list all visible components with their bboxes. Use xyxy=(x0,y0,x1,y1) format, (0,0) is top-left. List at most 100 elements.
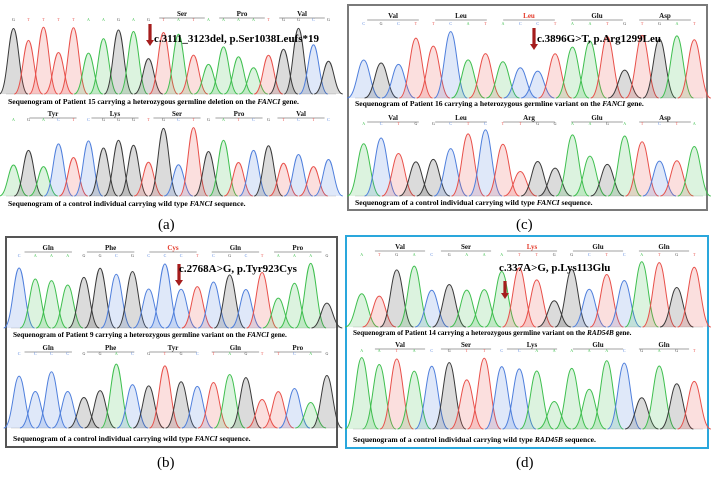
panel-b: Gln Phe Cys Gln Pro C A A A G G C G C C C T C G C T A A A G c.2… xyxy=(3,236,343,448)
base-call-letter: T xyxy=(536,252,539,257)
base-call-letter: A xyxy=(571,21,574,26)
panel-a-caption-top: Sequenogram of Patient 15 carrying a het… xyxy=(8,97,299,106)
base-call-letter: C xyxy=(115,253,118,258)
base-call-letter: G xyxy=(658,21,661,26)
base-call-letter: T xyxy=(237,117,240,122)
chromatogram-peak xyxy=(397,370,432,430)
base-call-letter: A xyxy=(66,253,69,258)
base-call-letter: T xyxy=(261,253,264,258)
base-call-letter: T xyxy=(164,351,167,356)
base-call-letter: T xyxy=(415,21,418,26)
codon-label: Phe xyxy=(105,244,116,252)
base-call-letter: A xyxy=(42,117,45,122)
chromatogram-peak xyxy=(449,289,484,328)
arrow-head xyxy=(530,44,538,50)
base-call-letter: T xyxy=(519,121,522,126)
chromatogram-peak xyxy=(433,31,468,99)
chromatogram-peak xyxy=(35,371,68,429)
panel-b-caption-bottom: Sequenogram of a control individual carr… xyxy=(13,434,251,443)
chromatogram-peak xyxy=(572,288,607,328)
chromatogram-peak xyxy=(224,162,253,197)
chromatogram-peak xyxy=(19,391,51,429)
panel-b-label: (b) xyxy=(157,455,175,471)
base-call-letter: G xyxy=(207,117,210,122)
chromatogram-peak xyxy=(677,380,712,430)
panel-a-mutation-label: c.3111_3123del, p.Ser1038Leufs*19 xyxy=(154,33,320,45)
panel-c-svg: Val Leu Leu Glu Asp C G C T T C A T A C C T A A T G T G A T c.3… xyxy=(346,12,712,207)
chromatogram-peak xyxy=(677,39,712,99)
codon-label: Lys xyxy=(527,341,538,349)
base-call-letter: T xyxy=(261,351,264,356)
base-call-letter: T xyxy=(396,348,399,353)
chromatogram-peak xyxy=(181,286,213,329)
panel-d-caption-top: Sequenogram of Patient 14 carrying a het… xyxy=(353,329,632,337)
panel-d-label: (d) xyxy=(516,455,534,471)
base-call-letter: T xyxy=(484,21,487,26)
base-call-letter: G xyxy=(448,252,451,257)
base-call-letter: C xyxy=(312,17,315,22)
chromatogram-peak xyxy=(311,302,343,329)
arrow-shaft xyxy=(532,28,536,45)
base-call-letter: C xyxy=(252,117,255,122)
chromatogram-peak xyxy=(254,54,283,95)
base-call-letter: C xyxy=(518,348,521,353)
base-call-letter: A xyxy=(588,348,591,353)
base-call-letter: G xyxy=(553,252,556,257)
chromatogram-peak xyxy=(88,147,119,197)
base-call-letter: C xyxy=(430,252,433,257)
base-call-letter: A xyxy=(413,348,416,353)
chromatogram-peak xyxy=(73,52,104,95)
panel-b-top-codons: Gln Phe Cys Gln Pro xyxy=(24,244,322,253)
chromatogram-peak xyxy=(164,164,193,197)
base-call-letter: G xyxy=(448,348,451,353)
panel-d-bottom-codons: Val Ser Lys Glu Gln xyxy=(374,341,690,350)
base-call-letter: T xyxy=(192,17,195,22)
chromatogram-peak xyxy=(555,134,590,197)
panel-d: Val Ser Lys Glu Gln A T G A C G A A A T T G G C T C A T G T c.3… xyxy=(344,235,712,449)
base-call-letter: C xyxy=(397,21,400,26)
chromatogram-peak xyxy=(362,295,397,328)
chromatogram-peak xyxy=(538,167,572,197)
chromatogram-peak xyxy=(295,401,327,429)
base-call-letter: G xyxy=(99,253,102,258)
base-call-letter: G xyxy=(432,121,435,126)
panel-b-mutation-label: c.2768A>G, p.Tyr923Cys xyxy=(179,263,298,275)
panel-a-label: (a) xyxy=(158,217,175,233)
chromatogram-peak xyxy=(314,60,343,95)
base-call-letter: A xyxy=(12,117,15,122)
chromatogram-peak xyxy=(29,166,58,197)
base-call-letter: C xyxy=(18,351,21,356)
base-call-letter: G xyxy=(244,351,247,356)
codon-label: Cys xyxy=(167,244,179,252)
base-call-letter: T xyxy=(693,21,696,26)
panel-b-svg: Gln Phe Cys Gln Pro C A A A G G C G C C C T C G C T A A A G c.2… xyxy=(3,244,343,443)
base-call-letter: T xyxy=(27,17,30,22)
chromatogram-peak xyxy=(100,363,133,429)
chromatogram-peak xyxy=(197,382,230,429)
codon-label: Gln xyxy=(658,341,669,349)
base-call-letter: G xyxy=(325,253,328,258)
base-call-letter: A xyxy=(252,17,255,22)
codon-label: Leu xyxy=(455,12,467,20)
base-call-letter: T xyxy=(467,121,470,126)
base-call-letter: C xyxy=(57,117,60,122)
base-call-letter: G xyxy=(132,117,135,122)
chromatogram-peak xyxy=(362,364,397,430)
base-call-letter: G xyxy=(147,351,150,356)
base-call-letter: A xyxy=(588,21,591,26)
base-call-letter: T xyxy=(641,21,644,26)
base-call-letter: G xyxy=(12,17,15,22)
chromatogram-peak xyxy=(246,271,278,329)
base-call-letter: G xyxy=(131,253,134,258)
chromatogram-peak xyxy=(364,137,398,197)
chromatogram-peak xyxy=(181,385,213,429)
codon-label: Gln xyxy=(43,344,54,352)
chromatogram-peak xyxy=(149,263,181,329)
base-call-letter: A xyxy=(293,253,296,258)
chromatogram-peak xyxy=(519,279,554,328)
base-call-letter: T xyxy=(147,117,150,122)
chromatogram-peak xyxy=(230,288,262,329)
base-call-letter: A xyxy=(571,121,574,126)
base-call-letter: C xyxy=(519,21,522,26)
